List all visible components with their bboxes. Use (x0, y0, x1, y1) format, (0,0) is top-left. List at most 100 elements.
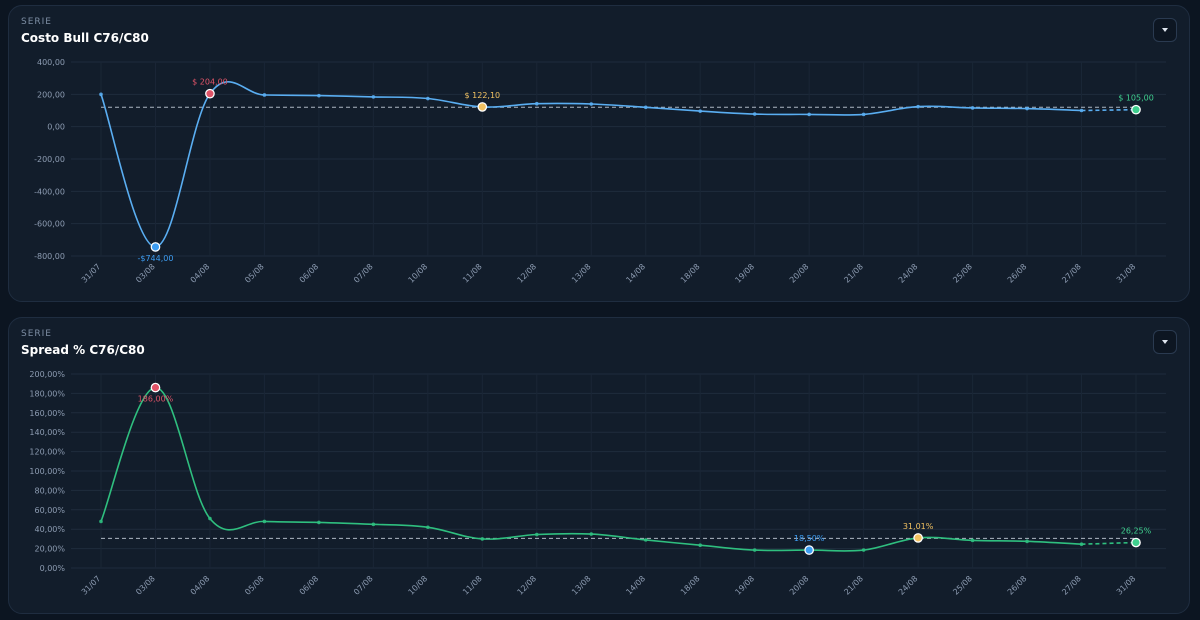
data-point (371, 95, 376, 99)
x-tick-label: 06/08 (298, 574, 321, 597)
data-point (262, 519, 267, 524)
x-tick-label: 21/08 (842, 262, 865, 285)
y-tick-label: -400,00 (34, 187, 65, 196)
line-chart-costo-bull: 400,00 200,00 0,00 -200,00 -400,00 -600,00 -80… (34, 58, 1166, 285)
data-point (208, 516, 212, 521)
x-tick-label: 26/08 (1006, 574, 1029, 597)
highlight-marker (804, 545, 815, 555)
chart-card-spread: SERIE Spread % C76/C80 200,00% 180,00% 160… (8, 317, 1190, 614)
highlight-marker (477, 102, 488, 112)
chart-title: Costo Bull C76/C80 (21, 31, 149, 45)
highlight-marker (205, 88, 215, 99)
y-tick-label: 200,00% (29, 370, 65, 379)
y-tick-label: 60,00% (34, 506, 65, 515)
x-tick-label: 04/08 (189, 262, 212, 285)
y-tick-label: -800,00 (34, 252, 65, 261)
data-point (534, 101, 539, 106)
chart-title: Spread % C76/C80 (21, 343, 145, 357)
data-point (262, 93, 267, 97)
data-point (643, 105, 648, 110)
series-dropdown-button[interactable] (1153, 18, 1177, 42)
data-point (317, 93, 321, 98)
marker-label: $ 105,00 (1118, 94, 1154, 103)
data-point (426, 96, 430, 101)
x-tick-label: 31/07 (80, 574, 103, 597)
y-tick-label: 400,00 (37, 58, 65, 67)
highlight-marker (150, 382, 161, 393)
x-tick-label: 12/08 (516, 262, 539, 285)
x-tick-label: 31/08 (1115, 262, 1138, 285)
data-point (534, 532, 539, 537)
x-tick-label: 10/08 (407, 574, 430, 597)
series-line-projection (1081, 108, 1137, 112)
data-point (807, 112, 811, 117)
series-dropdown-button[interactable] (1153, 330, 1177, 354)
x-tick-label: 05/08 (243, 262, 266, 285)
marker-label: $ 204,00 (192, 78, 228, 87)
y-tick-label: 120,00% (29, 448, 65, 457)
data-point (698, 543, 703, 548)
highlight-marker (1131, 104, 1141, 115)
x-tick-label: 11/08 (461, 262, 484, 285)
highlight-marker (913, 533, 923, 543)
x-tick-label: 12/08 (516, 574, 539, 597)
x-tick-label: 20/08 (788, 262, 811, 285)
x-tick-label: 25/08 (951, 262, 974, 285)
marker-label: 31,01% (903, 522, 934, 531)
data-point (99, 519, 103, 524)
highlight-marker (1131, 537, 1141, 548)
x-tick-label: 19/08 (733, 574, 756, 597)
caret-down-icon (1162, 340, 1168, 344)
data-point (643, 538, 648, 542)
y-tick-label: 160,00% (29, 409, 65, 418)
x-tick-label: 18/08 (679, 574, 702, 597)
y-tick-label: 200,00 (37, 90, 65, 99)
x-tick-label: 27/08 (1060, 262, 1083, 285)
data-point (589, 532, 594, 536)
highlight-marker (150, 242, 161, 252)
serie-label: SERIE (21, 329, 52, 339)
caret-down-icon (1162, 28, 1168, 32)
x-tick-label: 25/08 (951, 574, 974, 597)
x-tick-label: 11/08 (461, 574, 484, 597)
marker-label: 186,00% (138, 395, 174, 404)
data-point (916, 104, 920, 109)
y-tick-label: 100,00% (29, 467, 65, 476)
x-tick-label: 27/08 (1060, 574, 1083, 597)
y-tick-label: -200,00 (34, 155, 65, 164)
y-tick-label: 180,00% (29, 389, 65, 398)
x-tick-label: 26/08 (1006, 262, 1029, 285)
x-tick-label: 04/08 (189, 574, 212, 597)
x-tick-label: 13/08 (570, 262, 593, 285)
x-tick-label: 03/08 (134, 574, 157, 597)
y-tick-label: 40,00% (34, 525, 65, 534)
marker-label: 26,25% (1121, 527, 1152, 536)
y-tick-label: 140,00% (29, 428, 65, 437)
x-tick-label: 20/08 (788, 574, 811, 597)
x-tick-label: 13/08 (570, 574, 593, 597)
data-point (752, 548, 757, 552)
data-point (1079, 108, 1084, 113)
x-tick-label: 10/08 (407, 262, 430, 285)
x-tick-label: 03/08 (134, 262, 157, 285)
data-point (1079, 542, 1084, 547)
x-tick-label: 07/08 (352, 262, 375, 285)
y-tick-label: 80,00% (34, 486, 65, 495)
x-tick-label: 14/08 (624, 262, 647, 285)
x-tick-label: 05/08 (243, 574, 266, 597)
data-point (99, 92, 103, 97)
marker-label: $ 122,10 (465, 91, 501, 100)
serie-label: SERIE (21, 17, 52, 27)
data-point (317, 520, 321, 525)
x-tick-label: 06/08 (298, 262, 321, 285)
x-tick-label: 24/08 (897, 574, 920, 597)
data-point (1025, 539, 1029, 544)
x-tick-label: 14/08 (624, 574, 647, 597)
y-tick-label: 0,00% (40, 564, 66, 573)
data-point (970, 106, 975, 110)
data-point (480, 537, 485, 541)
data-point (970, 538, 975, 543)
x-tick-label: 31/07 (80, 262, 103, 285)
data-point (861, 548, 866, 552)
x-tick-label: 21/08 (842, 574, 865, 597)
